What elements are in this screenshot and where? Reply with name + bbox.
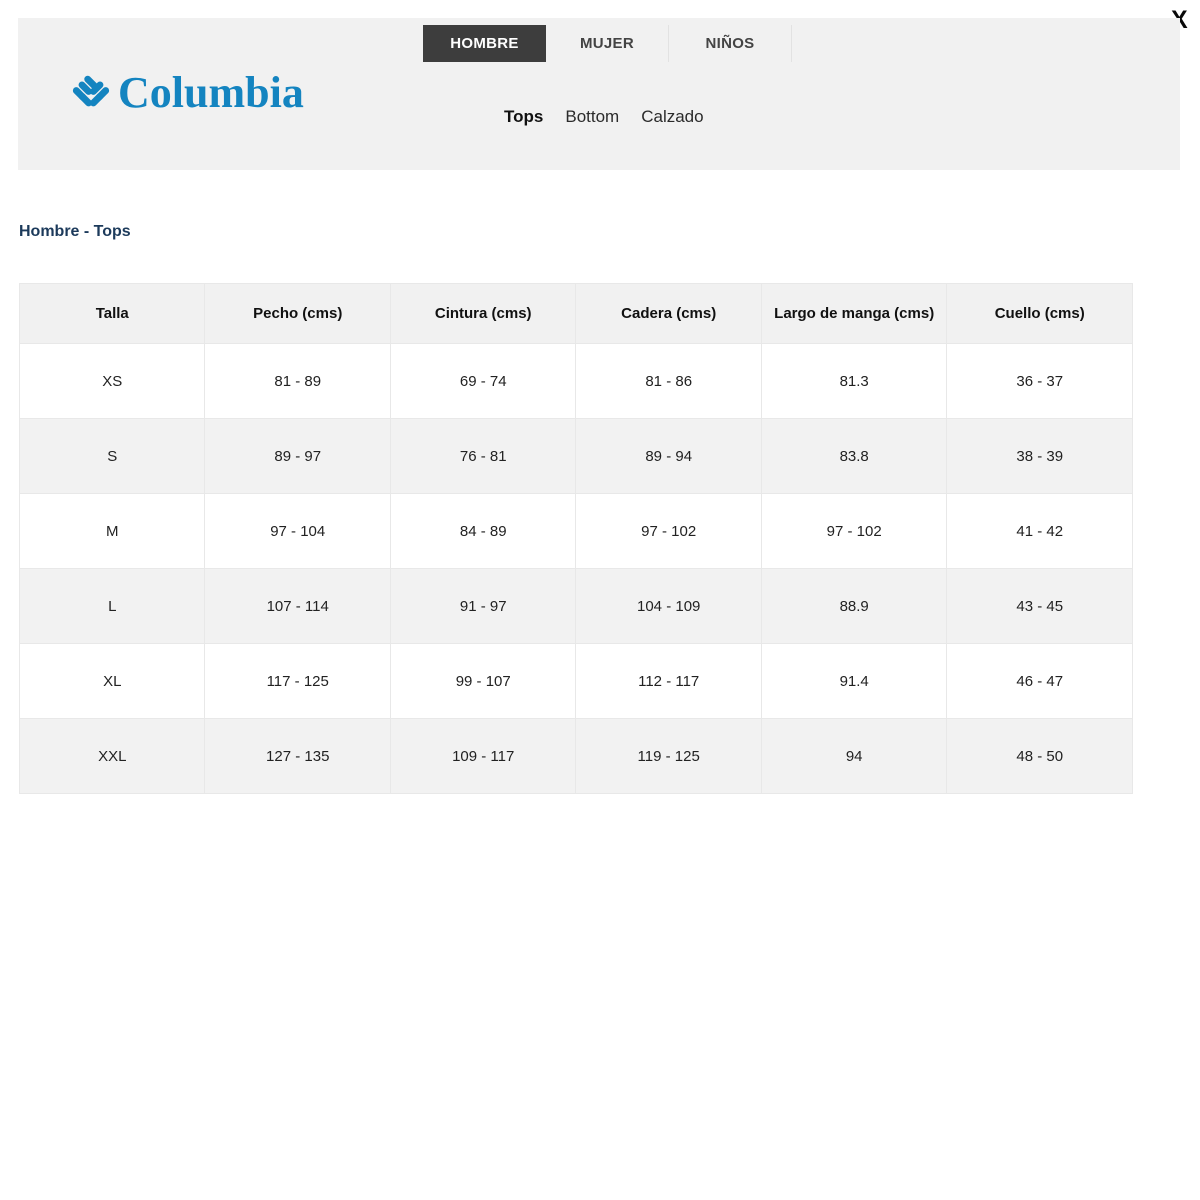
svg-text:Columbia: Columbia [118, 68, 304, 117]
